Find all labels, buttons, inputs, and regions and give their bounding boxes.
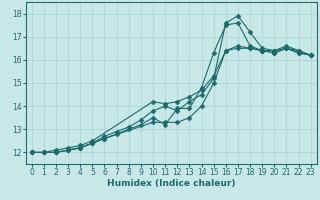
X-axis label: Humidex (Indice chaleur): Humidex (Indice chaleur)	[107, 179, 236, 188]
